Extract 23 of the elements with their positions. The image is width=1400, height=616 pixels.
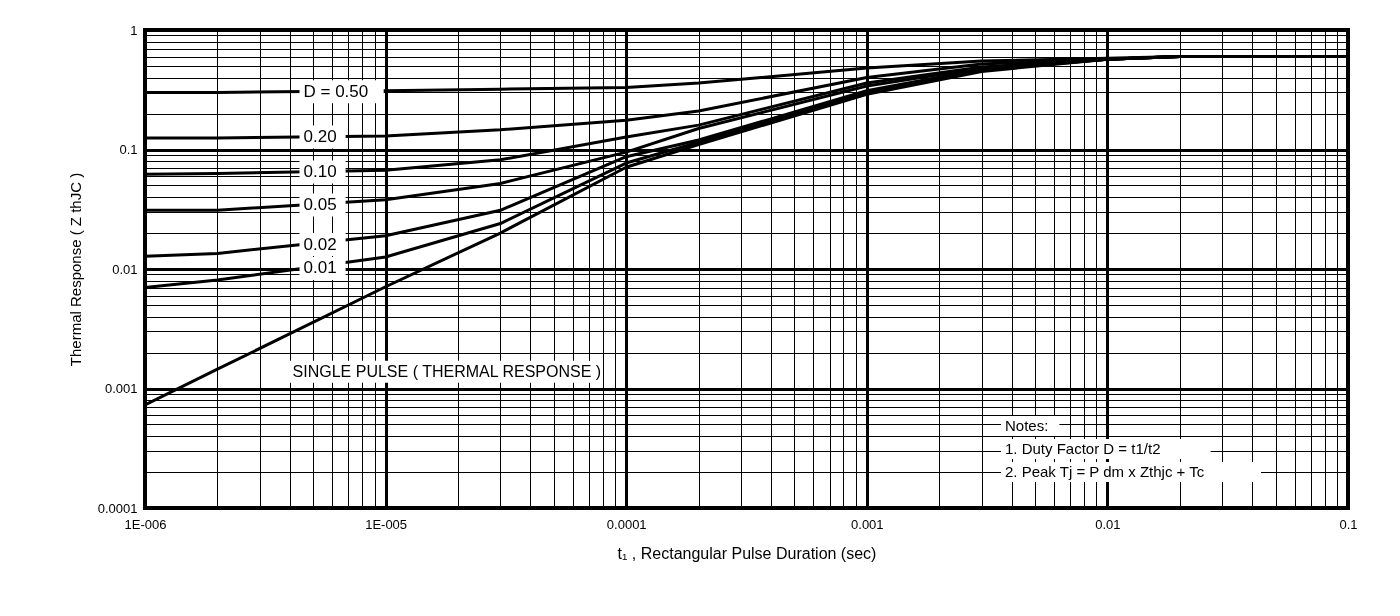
x-axis-title: t₁ , Rectangular Pulse Duration (sec)	[617, 544, 877, 562]
series-label: 0.05	[303, 195, 337, 214]
y-axis-title: Thermal Response ( Z thJC )	[66, 172, 84, 367]
annotation: 2. Peak Tj = P dm x Zthjc + Tc	[1005, 463, 1205, 480]
series-label: SINGLE PULSE ( THERMAL RESPONSE )	[292, 362, 602, 380]
y-tick-label: 1	[130, 22, 138, 38]
y-tick-label: 0.0001	[97, 500, 138, 516]
y-tick-label: 0.001	[104, 381, 138, 396]
x-tick-label: 0.0001	[606, 516, 647, 532]
x-tick-label: 0.001	[851, 516, 884, 532]
series-label: D = 0.50	[303, 81, 369, 101]
x-tick-label: 0.01	[1095, 516, 1121, 532]
x-tick-label: 1E-005	[365, 516, 408, 532]
annotation: Notes:	[1005, 417, 1049, 434]
series-label: 0.02	[303, 234, 337, 254]
y-tick-label: 0.01	[112, 261, 138, 277]
series-label: 0.20	[303, 126, 337, 146]
y-tick-label: 0.1	[119, 142, 138, 157]
annotation: 1. Duty Factor D = t1/t2	[1005, 440, 1161, 457]
x-tick-label: 1E-006	[124, 516, 167, 532]
x-tick-label: 0.1	[1339, 516, 1358, 532]
series-label: 0.10	[303, 161, 337, 181]
series-label: 0.01	[303, 258, 337, 278]
